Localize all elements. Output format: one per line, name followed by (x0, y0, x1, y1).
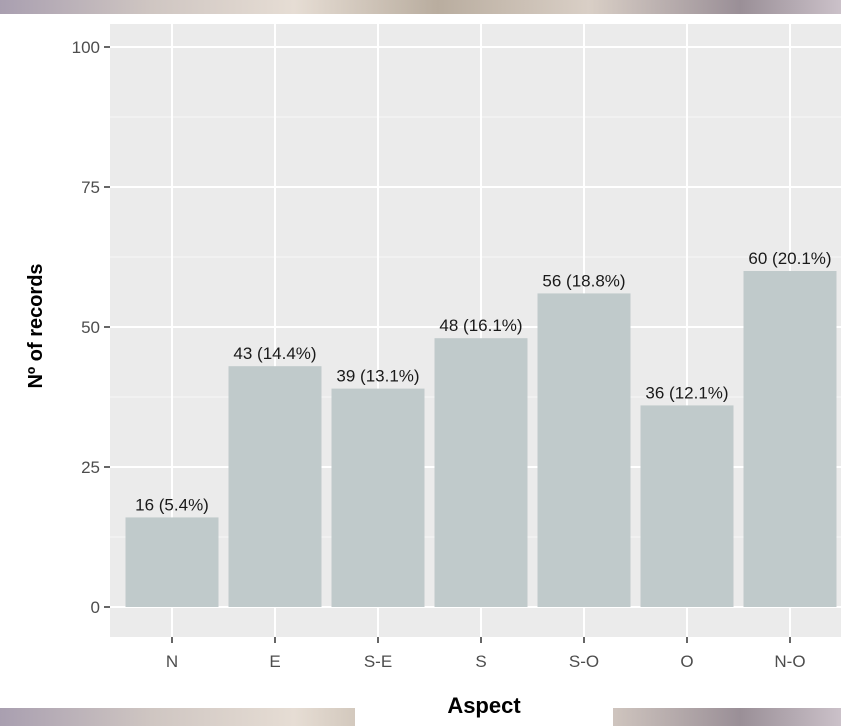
x-axis: N E S-E S S-O O N-O (166, 637, 806, 671)
data-label-o: 36 (12.1%) (645, 383, 728, 402)
data-labels: 16 (5.4%) 43 (14.4%) 39 (13.1%) 48 (16.1%) 5… (135, 249, 831, 514)
data-label-s-e: 39 (13.1%) (336, 367, 419, 386)
bar-e (228, 366, 322, 607)
bar-o (640, 405, 734, 607)
x-axis-title: Aspect (447, 693, 521, 718)
x-tick-label: N-O (774, 652, 805, 671)
y-tick-label: 25 (81, 458, 100, 477)
bar-s-e (331, 388, 425, 607)
bar-s-o (537, 293, 631, 607)
data-label-n-o: 60 (20.1%) (748, 249, 831, 268)
data-label-e: 43 (14.4%) (233, 344, 316, 363)
y-tick-label: 0 (91, 598, 100, 617)
y-axis: 0 25 50 75 100 (72, 38, 110, 617)
x-tick-label: O (680, 652, 693, 671)
bar-s (434, 338, 528, 607)
x-tick-label: S-O (569, 652, 599, 671)
data-label-n: 16 (5.4%) (135, 495, 209, 514)
y-tick-label: 100 (72, 38, 100, 57)
y-axis-title: Nº of records (25, 263, 47, 388)
x-tick-label: N (166, 652, 178, 671)
y-tick-label: 50 (81, 318, 100, 337)
data-label-s: 48 (16.1%) (439, 316, 522, 335)
x-tick-label: E (269, 652, 280, 671)
x-tick-label: S-E (364, 652, 392, 671)
data-label-s-o: 56 (18.8%) (542, 271, 625, 290)
x-tick-label: S (475, 652, 486, 671)
x-axis-title-box (355, 692, 613, 726)
bar-n (125, 517, 219, 607)
bars (125, 271, 837, 607)
bar-n-o (743, 271, 837, 607)
y-tick-label: 75 (81, 178, 100, 197)
